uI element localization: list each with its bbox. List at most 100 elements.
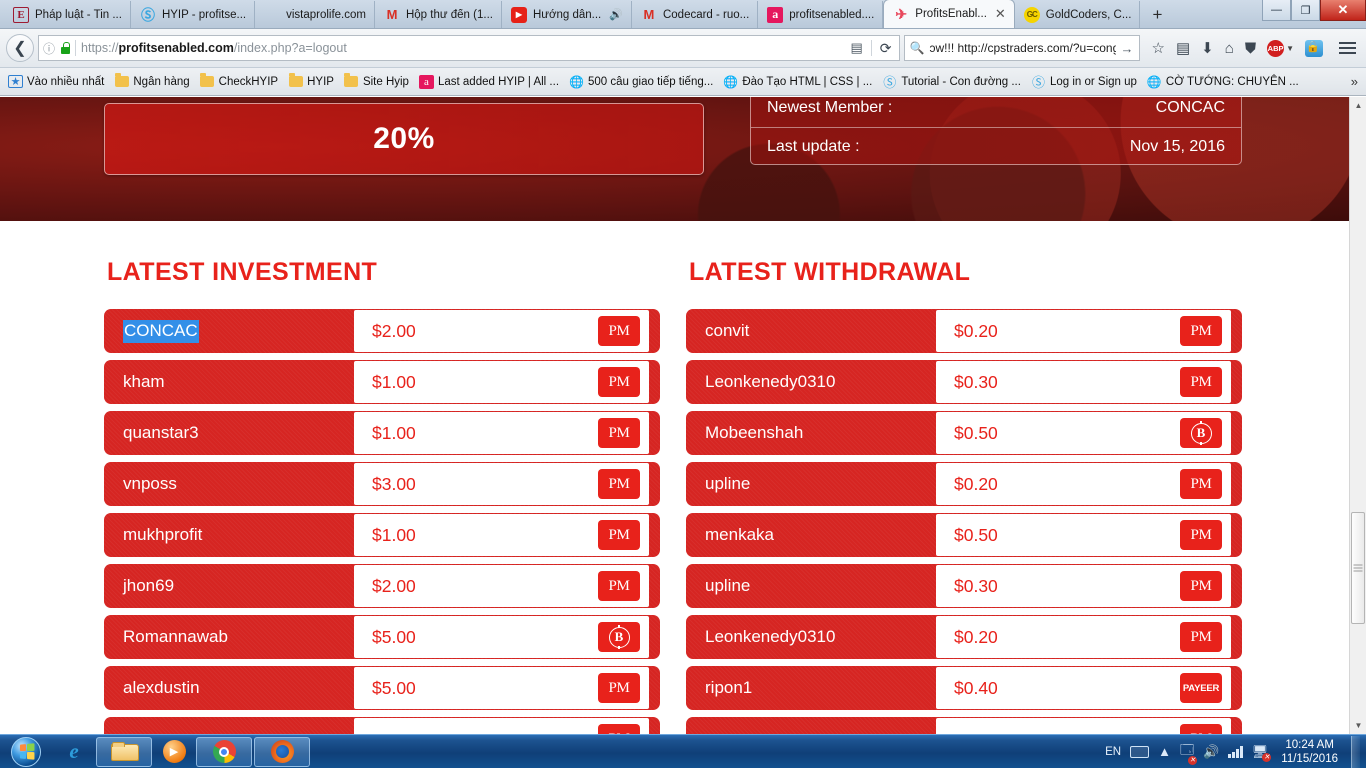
tab-vistaprolife[interactable]: vistaprolife.com: [255, 1, 375, 28]
tab-profitsenabled[interactable]: a profitsenabled....: [758, 1, 884, 28]
bookmark-checkhyip[interactable]: CheckHYIP: [196, 73, 284, 91]
search-bar[interactable]: 🔍 ɔw!!! http://cpstraders.com/?u=conga →: [903, 35, 1140, 61]
taskbar-item-windows-media-player[interactable]: ▶: [154, 737, 194, 767]
bookmark-most-visited[interactable]: ★ Vào nhiều nhất: [4, 73, 110, 90]
table-row[interactable]: Romannawab $5.00 B: [104, 615, 660, 659]
action-center-icon[interactable]: 🗔 ✕: [1180, 741, 1198, 765]
table-row[interactable]: quanstar3 $1.00 PM: [104, 411, 660, 455]
page-info-icon[interactable]: ⓘ: [43, 41, 56, 56]
table-row[interactable]: menkaka $0.50 PM: [686, 513, 1242, 557]
tab-goldcoders[interactable]: GC GoldCoders, C...: [1015, 1, 1141, 28]
tab-huong-dan[interactable]: ▶ Hướng dẫn... 🔊: [502, 1, 632, 28]
address-bar[interactable]: ⓘ https://profitsenabled.com/index.php?a…: [38, 35, 900, 61]
bookmark-co-tuong[interactable]: 🌐 CỜ TƯỚNG: CHUYÊN ...: [1143, 73, 1305, 91]
search-icon: 🔍: [909, 41, 925, 55]
table-row[interactable]: convit $0.20 PM: [686, 309, 1242, 353]
withdrawal-amount: $0.30: [954, 371, 998, 392]
minimize-button[interactable]: —: [1262, 0, 1291, 21]
stat-value: CONCAC: [1155, 98, 1225, 116]
page-viewport: 20% Newest Member : CONCAC Last update :…: [0, 97, 1366, 734]
table-row[interactable]: kham $1.00 PM: [104, 360, 660, 404]
investment-detail: $5.00 PM: [354, 667, 649, 709]
table-row[interactable]: jhon69 $2.00 PM: [104, 564, 660, 608]
bookmark-last-added-hyip[interactable]: a Last added HYIP | All ...: [415, 73, 565, 91]
network-status-icon[interactable]: 🖥 ✕: [1251, 743, 1272, 762]
table-row[interactable]: vnposs $3.00 PM: [104, 462, 660, 506]
reload-icon[interactable]: ⟳: [879, 39, 892, 56]
close-icon[interactable]: ✕: [994, 6, 1006, 21]
show-hidden-icons-icon[interactable]: ▲: [1158, 744, 1171, 759]
adblock-plus-button[interactable]: ABP ▼: [1267, 39, 1294, 57]
taskbar-item-google-chrome[interactable]: [196, 736, 252, 767]
home-icon[interactable]: ⌂: [1224, 39, 1234, 57]
goldcoders-favicon: GC: [1023, 6, 1040, 23]
tab-hop-thu-den[interactable]: M Hộp thư đến (1...: [375, 1, 502, 28]
language-indicator[interactable]: EN: [1105, 745, 1122, 758]
table-row[interactable]: Mobeenshah $0.50 B: [686, 411, 1242, 455]
table-row[interactable]: Leonkenedy0310 $0.30 PM: [686, 360, 1242, 404]
profits-favicon: ✈: [895, 5, 908, 22]
bookmark-star-icon[interactable]: ☆: [1151, 40, 1165, 57]
taskbar-item-mozilla-firefox[interactable]: [254, 736, 310, 767]
new-tab-button[interactable]: +: [1152, 5, 1163, 24]
search-input[interactable]: ɔw!!! http://cpstraders.com/?u=conga: [929, 41, 1116, 55]
tab-phap-luat[interactable]: E Pháp luật - Tin ...: [4, 1, 131, 28]
table-row[interactable]: alexdustin $5.00 PM: [104, 666, 660, 710]
windows-taskbar: e ▶ EN ▲ 🗔 ✕ 🔊 🖥 ✕ 10:24 AM 11/15/2016: [0, 734, 1366, 768]
tab-profitsenabl-active[interactable]: ✈ ProfitsEnabl... ✕: [883, 0, 1015, 28]
menu-icon[interactable]: [1333, 42, 1360, 54]
bookmark-site-hyip[interactable]: Site Hyip: [340, 73, 415, 91]
investment-detail: PM: [354, 718, 649, 734]
tab-hyip-profitse[interactable]: Ⓢ HYIP - profitse...: [131, 1, 256, 28]
latest-withdrawal-column: LATEST WITHDRAWAL convit $0.20 PM Leonke…: [686, 221, 1242, 734]
tab-codecard[interactable]: M Codecard - ruo...: [632, 1, 759, 28]
table-row[interactable]: PM: [104, 717, 660, 734]
scroll-up-icon[interactable]: ▲: [1354, 101, 1363, 110]
page-scrollbar[interactable]: ▲ ▼: [1349, 97, 1366, 734]
pocket-icon[interactable]: ⛊: [1244, 39, 1257, 57]
volume-icon[interactable]: 🔊: [1203, 743, 1220, 759]
withdrawal-user: Leonkenedy0310: [705, 372, 836, 391]
addon-icon[interactable]: [1305, 39, 1323, 57]
table-row[interactable]: CONCAC $2.00 PM: [104, 309, 660, 353]
tab-audio-icon[interactable]: 🔊: [609, 9, 623, 21]
table-row[interactable]: upline $0.30 PM: [686, 564, 1242, 608]
bookmark-tutorial[interactable]: Ⓢ Tutorial - Con đường ...: [878, 73, 1027, 91]
bookmark-ngan-hang[interactable]: Ngân hàng: [110, 73, 195, 91]
library-icon[interactable]: ▤: [1175, 40, 1191, 57]
payment-method-badge-pm: PM: [598, 316, 640, 346]
taskbar-item-file-explorer[interactable]: [96, 736, 152, 767]
taskbar-item-internet-explorer[interactable]: e: [54, 737, 94, 767]
bookmark-hyip[interactable]: HYIP: [284, 73, 340, 91]
scroll-down-icon[interactable]: ▼: [1354, 721, 1363, 730]
bookmark-login-signup[interactable]: Ⓢ Log in or Sign up: [1027, 73, 1143, 91]
keyboard-icon[interactable]: [1130, 745, 1150, 758]
table-row[interactable]: ripon1 $0.40 PAYEER: [686, 666, 1242, 710]
network-signal-icon[interactable]: [1228, 745, 1243, 758]
bookmarks-overflow-button[interactable]: »: [1350, 74, 1358, 89]
clock[interactable]: 10:24 AM 11/15/2016: [1277, 738, 1342, 766]
investment-amount: $5.00: [372, 677, 416, 698]
bookmark-500-cau[interactable]: 🌐 500 câu giao tiếp tiếng...: [565, 73, 719, 91]
investment-user: [104, 717, 354, 734]
reader-view-icon[interactable]: ▤: [850, 40, 863, 55]
downloads-icon[interactable]: ⬇: [1201, 40, 1214, 57]
scrollbar-thumb[interactable]: [1351, 512, 1365, 624]
tab-label: Hướng dẫn...: [532, 8, 602, 21]
bookmark-dao-tao-html[interactable]: 🌐 Đào Tạo HTML | CSS | ...: [719, 73, 878, 91]
withdrawal-amount: $0.50: [954, 524, 998, 545]
table-row[interactable]: upline $0.20 PM: [686, 462, 1242, 506]
table-row[interactable]: PM: [686, 717, 1242, 734]
show-desktop-button[interactable]: [1351, 735, 1360, 768]
close-window-button[interactable]: ✕: [1320, 0, 1366, 21]
bookmark-label: 500 câu giao tiếp tiếng...: [588, 75, 714, 88]
back-button[interactable]: ❮: [6, 34, 34, 62]
tab-label: Pháp luật - Tin ...: [35, 8, 122, 21]
folder-icon: [288, 73, 303, 89]
restore-button[interactable]: ❐: [1291, 0, 1320, 21]
table-row[interactable]: Leonkenedy0310 $0.20 PM: [686, 615, 1242, 659]
search-go-icon[interactable]: →: [1120, 40, 1134, 56]
table-row[interactable]: mukhprofit $1.00 PM: [104, 513, 660, 557]
start-button[interactable]: [2, 736, 50, 768]
withdrawal-user: Leonkenedy0310: [705, 627, 836, 646]
